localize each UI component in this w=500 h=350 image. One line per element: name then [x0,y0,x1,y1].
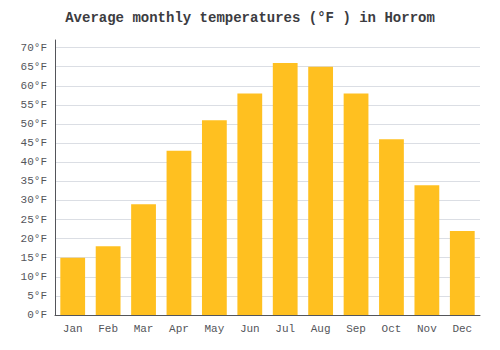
svg-text:60°F: 60°F [21,80,47,92]
svg-text:Aug: Aug [311,323,331,335]
svg-text:Dec: Dec [452,323,472,335]
svg-text:Feb: Feb [98,323,118,335]
svg-text:Jan: Jan [63,323,83,335]
svg-text:20°F: 20°F [21,233,47,245]
svg-text:Jul: Jul [275,323,295,335]
svg-text:25°F: 25°F [21,214,47,226]
svg-text:40°F: 40°F [21,156,47,168]
svg-text:35°F: 35°F [21,175,47,187]
svg-text:Nov: Nov [417,323,437,335]
svg-text:Mar: Mar [134,323,154,335]
svg-text:Oct: Oct [382,323,402,335]
svg-text:0°F: 0°F [27,309,47,321]
svg-text:10°F: 10°F [21,271,47,283]
svg-text:Jun: Jun [240,323,260,335]
svg-text:70°F: 70°F [21,42,47,54]
svg-text:5°F: 5°F [27,290,47,302]
svg-text:Average monthly temperatures (: Average monthly temperatures (°F ) in Ho… [65,10,435,26]
svg-text:30°F: 30°F [21,194,47,206]
svg-text:50°F: 50°F [21,118,47,130]
svg-text:Sep: Sep [346,323,366,335]
svg-text:65°F: 65°F [21,61,47,73]
svg-text:15°F: 15°F [21,252,47,264]
svg-text:45°F: 45°F [21,137,47,149]
svg-text:Apr: Apr [169,323,189,335]
svg-text:May: May [204,323,224,335]
svg-text:55°F: 55°F [21,99,47,111]
